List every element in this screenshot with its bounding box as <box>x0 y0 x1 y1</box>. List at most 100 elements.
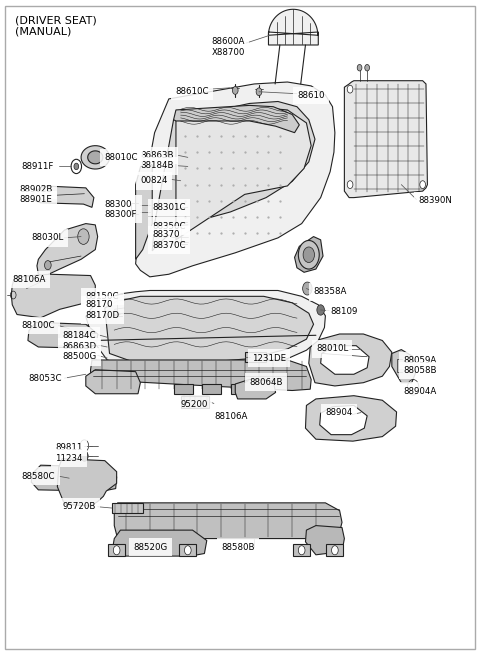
Polygon shape <box>112 503 143 513</box>
Circle shape <box>420 181 425 189</box>
Polygon shape <box>305 525 344 555</box>
Text: 88100C: 88100C <box>22 321 55 330</box>
Text: 88010L: 88010L <box>316 345 348 354</box>
Polygon shape <box>320 405 367 435</box>
Circle shape <box>299 240 319 269</box>
Text: 88053C: 88053C <box>29 373 62 383</box>
Text: 88610C: 88610C <box>176 86 209 96</box>
Polygon shape <box>326 544 343 556</box>
Polygon shape <box>174 384 192 394</box>
Polygon shape <box>245 352 266 362</box>
Polygon shape <box>179 544 196 556</box>
Polygon shape <box>152 102 315 251</box>
Text: 88301C: 88301C <box>152 203 186 212</box>
Text: 86863D: 86863D <box>62 342 96 351</box>
Circle shape <box>184 546 191 555</box>
Circle shape <box>357 64 362 71</box>
Circle shape <box>302 282 312 295</box>
Polygon shape <box>28 322 97 348</box>
Polygon shape <box>176 107 311 240</box>
Text: 88300
88300F: 88300 88300F <box>105 200 137 219</box>
Polygon shape <box>86 369 140 394</box>
Text: 88580B: 88580B <box>221 542 254 552</box>
Text: 88059A: 88059A <box>404 356 437 365</box>
Polygon shape <box>81 145 109 169</box>
Circle shape <box>347 181 353 189</box>
Polygon shape <box>108 544 125 556</box>
Text: 88358A: 88358A <box>313 288 347 296</box>
Text: 88370
88370C: 88370 88370C <box>152 230 186 250</box>
Polygon shape <box>31 465 117 491</box>
Polygon shape <box>235 379 276 399</box>
Polygon shape <box>105 296 313 365</box>
Circle shape <box>365 64 370 71</box>
Polygon shape <box>230 384 250 394</box>
Polygon shape <box>114 503 342 538</box>
Polygon shape <box>180 396 209 408</box>
Text: 88904A: 88904A <box>404 386 437 396</box>
Text: 95200: 95200 <box>180 400 208 409</box>
Text: 88902B: 88902B <box>19 185 53 195</box>
Text: 88109: 88109 <box>330 307 358 316</box>
Polygon shape <box>293 544 310 556</box>
Polygon shape <box>91 360 311 390</box>
Text: 88106A: 88106A <box>214 412 247 421</box>
Polygon shape <box>174 105 300 133</box>
Polygon shape <box>202 384 221 394</box>
Text: 00824: 00824 <box>140 176 168 185</box>
Polygon shape <box>136 159 152 259</box>
Text: 88064B: 88064B <box>250 377 283 386</box>
Polygon shape <box>305 396 396 441</box>
Circle shape <box>332 546 338 555</box>
Text: 88170
88170D: 88170 88170D <box>86 300 120 320</box>
Text: 88901E: 88901E <box>19 195 52 204</box>
Polygon shape <box>86 290 325 371</box>
Circle shape <box>45 261 51 270</box>
Text: 11234: 11234 <box>55 453 83 462</box>
Polygon shape <box>309 334 392 386</box>
Circle shape <box>113 546 120 555</box>
Circle shape <box>347 85 353 93</box>
Text: (DRIVER SEAT): (DRIVER SEAT) <box>14 16 96 26</box>
Polygon shape <box>392 350 416 383</box>
Polygon shape <box>37 223 97 277</box>
Text: 88010C: 88010C <box>105 153 138 162</box>
Text: 88904: 88904 <box>325 408 353 417</box>
Text: 88390N: 88390N <box>418 196 452 206</box>
Polygon shape <box>295 236 323 272</box>
Text: 88150C: 88150C <box>86 292 120 301</box>
Text: 88030L: 88030L <box>31 233 63 242</box>
Text: 88600A
X88700: 88600A X88700 <box>211 37 245 56</box>
Text: 88580C: 88580C <box>22 472 55 481</box>
Text: 88058B: 88058B <box>404 366 437 375</box>
Circle shape <box>81 451 88 461</box>
Polygon shape <box>136 82 335 277</box>
Circle shape <box>299 546 305 555</box>
Text: (MANUAL): (MANUAL) <box>14 27 71 37</box>
Text: 88500G: 88500G <box>62 352 96 361</box>
Circle shape <box>317 305 324 315</box>
Text: 88184C: 88184C <box>62 331 96 341</box>
Text: 88610: 88610 <box>297 91 324 100</box>
Polygon shape <box>268 9 318 45</box>
Circle shape <box>232 86 238 94</box>
Text: 88350C: 88350C <box>152 221 186 231</box>
Text: 88106A: 88106A <box>12 275 46 284</box>
Text: 88911F: 88911F <box>22 162 54 171</box>
Polygon shape <box>321 346 369 374</box>
Text: 88520G: 88520G <box>133 542 168 552</box>
Text: 95720B: 95720B <box>62 502 96 512</box>
Text: 86863B: 86863B <box>140 151 174 160</box>
Text: 1231DE: 1231DE <box>252 354 286 362</box>
Circle shape <box>74 163 79 170</box>
Circle shape <box>303 247 314 263</box>
Circle shape <box>256 88 262 96</box>
Circle shape <box>78 229 89 244</box>
Polygon shape <box>88 151 103 164</box>
Polygon shape <box>12 274 96 318</box>
Polygon shape <box>113 530 207 556</box>
Text: 89811: 89811 <box>55 443 83 452</box>
Text: 88184B: 88184B <box>140 161 174 170</box>
Polygon shape <box>57 458 117 506</box>
Polygon shape <box>344 81 427 198</box>
